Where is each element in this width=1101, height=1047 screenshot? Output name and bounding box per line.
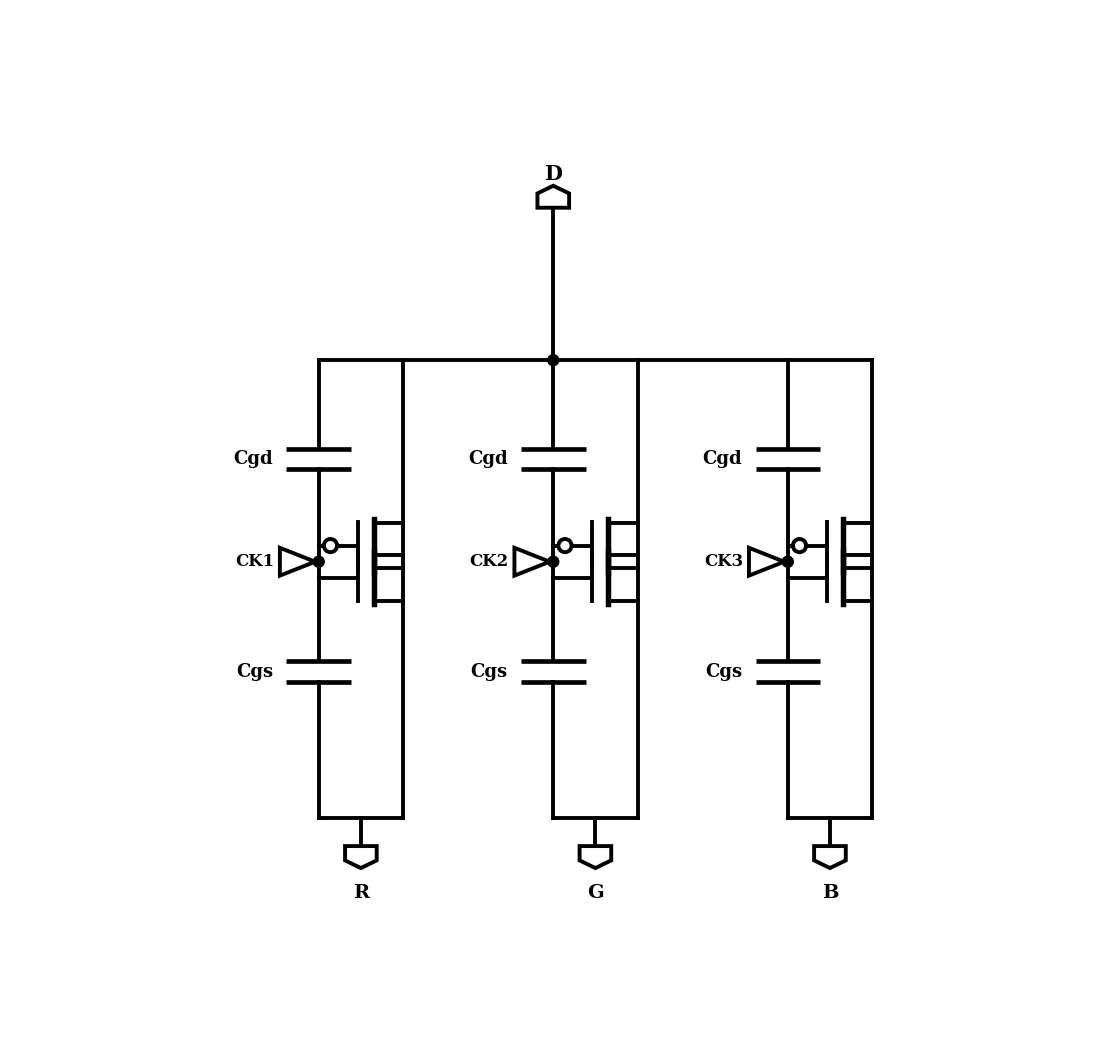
Polygon shape [814,846,846,868]
Text: Cgs: Cgs [706,663,742,681]
Circle shape [548,355,559,365]
Polygon shape [749,548,784,576]
Circle shape [314,556,324,567]
Polygon shape [345,846,377,868]
Text: D: D [544,163,563,183]
Text: Cgs: Cgs [237,663,273,681]
Polygon shape [514,548,549,576]
Text: B: B [821,884,838,903]
Text: Cgd: Cgd [702,450,742,468]
Text: CK1: CK1 [235,553,274,571]
Text: Cgd: Cgd [468,450,508,468]
Circle shape [548,556,559,567]
Polygon shape [280,548,315,576]
Text: Cgs: Cgs [471,663,508,681]
Text: G: G [587,884,603,903]
Polygon shape [537,185,569,207]
Text: CK3: CK3 [704,553,743,571]
Text: CK2: CK2 [469,553,509,571]
Polygon shape [579,846,611,868]
Circle shape [783,556,794,567]
Text: R: R [352,884,369,903]
Text: Cgd: Cgd [233,450,273,468]
